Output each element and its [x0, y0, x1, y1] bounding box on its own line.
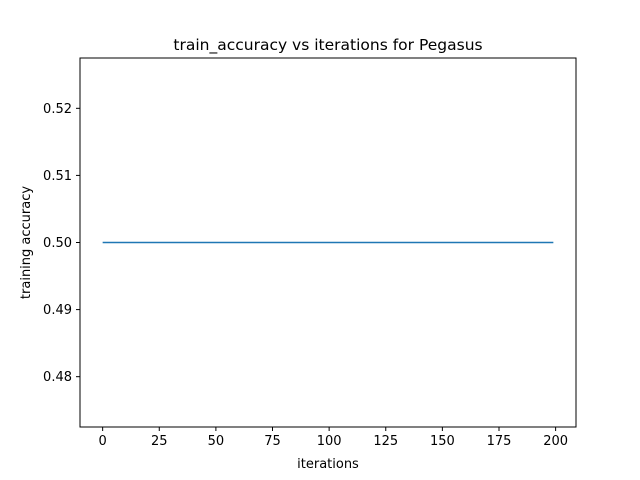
x-tick-label: 200: [543, 434, 568, 449]
chart-title: train_accuracy vs iterations for Pegasus: [173, 36, 482, 55]
x-tick-label: 175: [487, 434, 512, 449]
y-tick-label: 0.52: [43, 102, 72, 117]
x-tick-label: 125: [373, 434, 398, 449]
x-tick-label: 0: [99, 434, 107, 449]
plot-frame: [79, 57, 577, 428]
ticks-layer: 0 25 50 75 100 125 150 175 200 0.48 0.49 0.50 0.51 0.…: [43, 102, 568, 449]
x-tick-label: 50: [208, 434, 225, 449]
x-tick-label: 100: [317, 434, 342, 449]
x-tick-label: 25: [151, 434, 168, 449]
y-tick-label: 0.50: [43, 236, 72, 251]
x-tick-label: 150: [430, 434, 455, 449]
y-tick-label: 0.48: [43, 370, 72, 385]
y-axis-label: training accuracy: [19, 186, 34, 299]
x-axis-label: iterations: [297, 457, 359, 472]
x-tick-label: 75: [264, 434, 281, 449]
y-tick-label: 0.49: [43, 303, 72, 318]
y-tick-label: 0.51: [43, 169, 72, 184]
